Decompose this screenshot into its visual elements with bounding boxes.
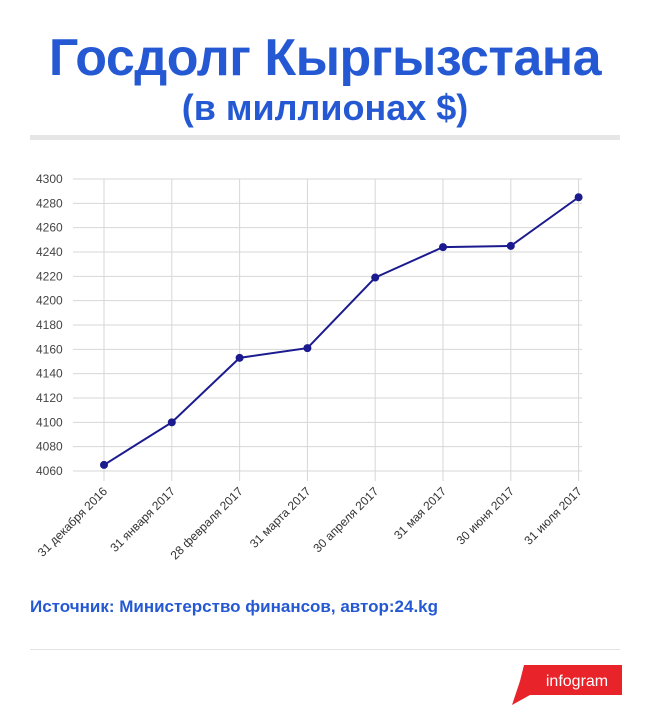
x-tick-label: 30 июня 2017 [454,484,518,548]
y-tick-label: 4220 [36,269,63,283]
y-tick-label: 4100 [36,415,63,429]
y-tick-label: 4280 [36,196,63,210]
x-tick-label: 30 апреля 2017 [310,484,381,555]
data-point [371,273,380,282]
logo-text: infogram [545,673,609,690]
data-point [303,344,312,353]
data-point [574,193,583,202]
y-tick-label: 4120 [36,391,63,405]
y-tick-label: 4200 [36,294,63,308]
infogram-logo[interactable]: infogram [510,665,622,707]
chart-title: Госдолг Кыргызстана [48,29,602,87]
data-point [439,243,447,252]
x-tick-label: 31 июля 2017 [521,484,585,548]
chart-subtitle: (в миллионах $) [181,87,469,128]
x-tick-label: 31 мая 2017 [391,484,449,542]
y-tick-label: 4160 [36,342,63,356]
footer-divider [30,649,620,650]
series-line [103,196,580,466]
data-point [235,353,244,362]
y-tick-label: 4140 [36,367,63,381]
y-tick-label: 4080 [36,440,63,454]
y-tick-label: 4240 [36,245,63,259]
y-tick-label: 4060 [36,464,63,478]
logo-flag-shape [512,665,622,705]
x-tick-label: 31 января 2017 [107,484,178,555]
y-tick-label: 4180 [36,318,63,332]
x-tick-label: 28 февраля 2017 [168,484,246,562]
header-divider [30,135,620,140]
x-tick-label: 31 декабря 2016 [35,484,111,560]
line-chart: 4060 4080 4100 4120 4140 4160 4180 4200 4220 4240… [35,172,585,562]
data-point [100,460,108,469]
data-point [167,418,176,427]
y-tick-label: 4300 [36,172,63,186]
data-point [506,241,515,250]
x-tick-label: 31 марта 2017 [247,484,314,551]
y-tick-label: 4260 [36,221,63,235]
source-note: Источник: Министерство финансов, автор:2… [30,597,439,616]
